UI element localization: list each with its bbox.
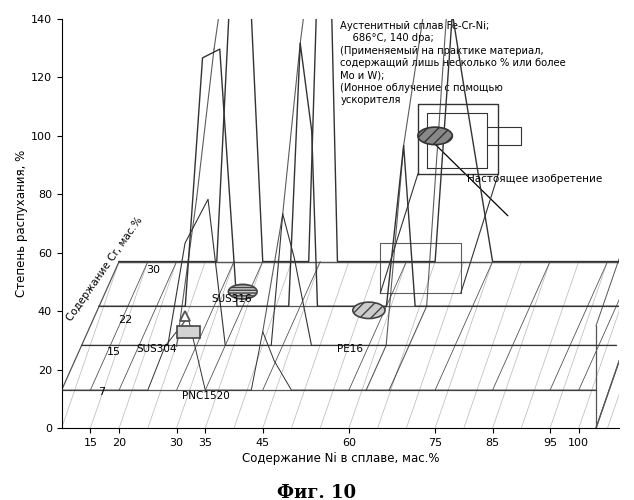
Text: Настоящее изобретение: Настоящее изобретение xyxy=(467,174,602,184)
Text: Аустенитный сплав Fe-Cr-Ni;
    686°C, 140 dpa;
(Применяемый на практике материа: Аустенитный сплав Fe-Cr-Ni; 686°C, 140 d… xyxy=(340,21,566,105)
Text: SUS316: SUS316 xyxy=(211,294,252,304)
Bar xyxy=(176,326,200,338)
Y-axis label: Степень распухания, %: Степень распухания, % xyxy=(15,150,28,297)
Text: 7: 7 xyxy=(98,386,105,396)
Circle shape xyxy=(228,284,257,299)
Text: SUS304: SUS304 xyxy=(136,344,177,354)
Text: 15: 15 xyxy=(107,347,120,357)
Text: PNC1520: PNC1520 xyxy=(183,391,230,401)
Text: Фиг. 10: Фиг. 10 xyxy=(278,484,356,500)
X-axis label: Содержание Ni в сплаве, мас.%: Содержание Ni в сплаве, мас.% xyxy=(242,452,439,465)
Circle shape xyxy=(353,302,385,318)
Text: 22: 22 xyxy=(118,315,132,325)
Circle shape xyxy=(418,127,453,144)
Text: PE16: PE16 xyxy=(337,344,363,354)
Text: 30: 30 xyxy=(146,265,160,275)
Text: Содержание Cr, мас.%: Содержание Cr, мас.% xyxy=(65,215,145,323)
